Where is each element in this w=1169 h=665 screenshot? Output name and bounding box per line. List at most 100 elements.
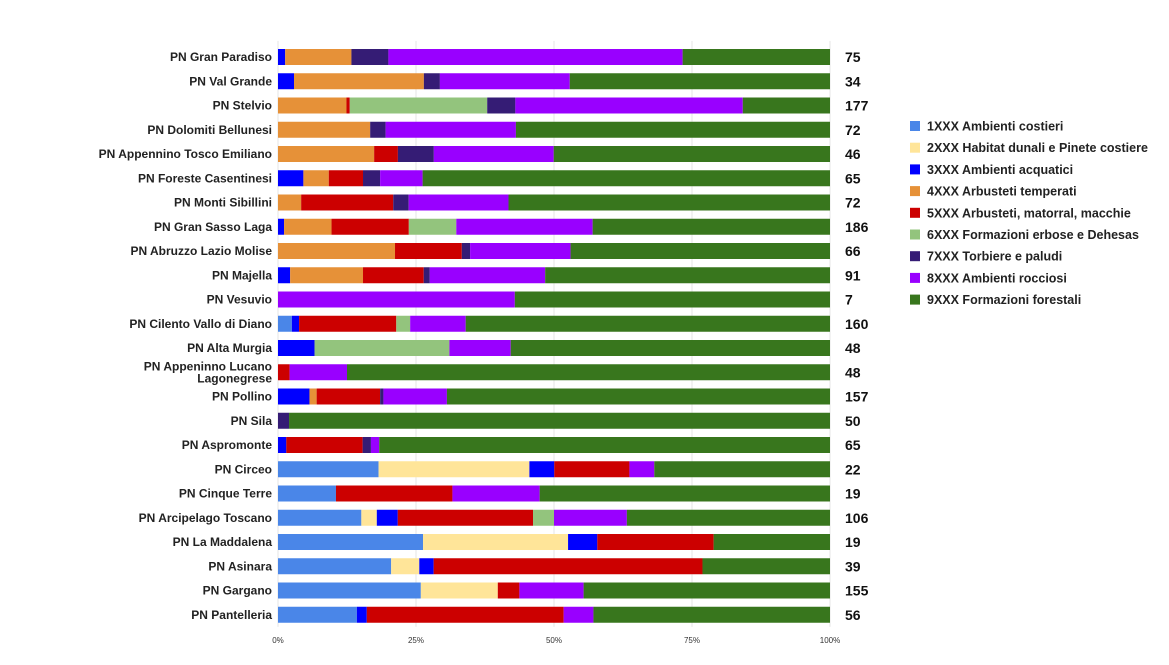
category-label: PN Monti Sibillini bbox=[174, 196, 272, 210]
bar-segment bbox=[278, 364, 290, 381]
bar-segment bbox=[347, 364, 830, 381]
category-label: PN Vesuvio bbox=[207, 293, 272, 307]
count-label: 157 bbox=[845, 389, 869, 405]
legend: 1XXX Ambienti costieri 2XXX Habitat dunal… bbox=[910, 120, 1148, 307]
category-label: PN Dolomiti Bellunesi bbox=[147, 123, 272, 137]
bar-segment bbox=[335, 485, 453, 502]
bar-segment bbox=[593, 606, 830, 623]
bar-segment bbox=[391, 558, 420, 575]
legend-label: 2XXX Habitat dunali e Pinete costiere bbox=[927, 141, 1148, 155]
bar-segment bbox=[361, 509, 377, 526]
bar-segment bbox=[278, 97, 347, 114]
count-label: 34 bbox=[845, 73, 861, 89]
bar-segment bbox=[545, 267, 830, 284]
category-labels: PN Gran Paradiso PN Val Grande PN Stelvio P… bbox=[99, 50, 273, 622]
category-label: PN Asinara bbox=[208, 559, 272, 573]
count-label: 19 bbox=[845, 486, 861, 502]
x-axis-ticks: 0% 25% 50% 75% 100% bbox=[272, 636, 840, 645]
bar-segment bbox=[429, 267, 546, 284]
bar-segment bbox=[713, 534, 830, 550]
legend-swatch bbox=[910, 142, 920, 153]
bar-segment bbox=[370, 121, 386, 138]
count-label: 160 bbox=[845, 316, 869, 332]
bar-segment bbox=[316, 388, 381, 405]
bar-segment bbox=[366, 606, 564, 623]
bar-segment bbox=[278, 509, 362, 526]
count-label: 177 bbox=[845, 98, 869, 114]
bar-segment bbox=[284, 218, 332, 235]
bar-segment bbox=[539, 485, 830, 502]
bar-segment bbox=[423, 267, 430, 284]
category-label: PN Cinque Terre bbox=[179, 487, 272, 501]
count-label: 48 bbox=[845, 340, 861, 356]
count-label: 72 bbox=[845, 195, 861, 211]
bar-segment bbox=[682, 49, 830, 65]
count-label: 56 bbox=[845, 607, 861, 623]
bar-segment bbox=[742, 97, 830, 114]
legend-swatch bbox=[910, 251, 920, 262]
bar-segment bbox=[433, 558, 703, 575]
bar-segment bbox=[423, 534, 569, 550]
category-label: PN Gran Paradiso bbox=[170, 50, 272, 64]
bar-segment bbox=[299, 315, 397, 332]
count-label: 65 bbox=[845, 170, 861, 186]
category-label: PN Abruzzo Lazio Molise bbox=[130, 244, 272, 258]
bar-segment bbox=[278, 121, 371, 138]
bar-segment bbox=[397, 146, 434, 162]
bar-segment bbox=[278, 534, 424, 550]
bar-segment bbox=[278, 291, 515, 308]
bar-segment bbox=[278, 315, 292, 332]
bar-segment bbox=[278, 606, 357, 623]
category-label: PN La Maddalena bbox=[173, 535, 273, 549]
bar-segment bbox=[278, 340, 315, 356]
legend-swatch bbox=[910, 207, 920, 218]
bar-segment bbox=[378, 461, 530, 478]
category-label: PN Aspromonte bbox=[182, 438, 273, 452]
bar-segment bbox=[510, 340, 830, 356]
bar-segment bbox=[456, 218, 593, 235]
bar-segment bbox=[470, 243, 571, 259]
legend-label: 4XXX Arbusteti temperati bbox=[927, 185, 1077, 199]
bar-segment bbox=[278, 218, 285, 235]
bar-segment bbox=[702, 558, 830, 575]
bar-segment bbox=[383, 388, 447, 405]
legend-label: 8XXX Ambienti rocciosi bbox=[927, 271, 1067, 285]
bar-segment bbox=[278, 582, 421, 599]
bar-segment bbox=[278, 243, 396, 259]
count-label: 106 bbox=[845, 510, 869, 526]
category-label: PN Cilento Vallo di Diano bbox=[129, 317, 272, 331]
bar-segment bbox=[314, 340, 450, 356]
bar-segment bbox=[393, 194, 409, 211]
legend-label: 6XXX Formazioni erbose e Dehesas bbox=[927, 228, 1139, 242]
bar-segment bbox=[294, 73, 424, 90]
bar-segment bbox=[370, 437, 380, 453]
bar-segment bbox=[356, 606, 367, 623]
bar-segment bbox=[278, 170, 304, 187]
bar-segment bbox=[278, 146, 375, 162]
category-label: PN Alta Murgia bbox=[187, 341, 272, 355]
bar-segment bbox=[303, 170, 329, 187]
bar-segment bbox=[278, 49, 286, 65]
bar-segment bbox=[452, 485, 540, 502]
bar-segment bbox=[278, 437, 287, 453]
category-label: PN Pollino bbox=[212, 390, 272, 404]
bar-segment bbox=[465, 315, 830, 332]
bar-segment bbox=[553, 146, 830, 162]
bar-segment bbox=[278, 267, 291, 284]
legend-label: 1XXX Ambienti costieri bbox=[927, 120, 1063, 134]
bar-segment bbox=[301, 194, 394, 211]
legend-swatch bbox=[910, 294, 920, 305]
bar-segment bbox=[278, 73, 295, 90]
bar-segment bbox=[408, 218, 457, 235]
count-label: 50 bbox=[845, 413, 861, 429]
category-label: PN Arcipelago Toscano bbox=[139, 511, 272, 525]
x-tick-label: 0% bbox=[272, 636, 284, 645]
category-label: PN Gran Sasso Laga bbox=[154, 220, 272, 234]
legend-swatch bbox=[910, 186, 920, 197]
bar-segment bbox=[285, 49, 352, 65]
x-tick-label: 100% bbox=[820, 636, 840, 645]
category-label: PN Val Grande bbox=[189, 74, 272, 88]
bar-segment bbox=[570, 243, 830, 259]
bar-segment bbox=[449, 340, 511, 356]
